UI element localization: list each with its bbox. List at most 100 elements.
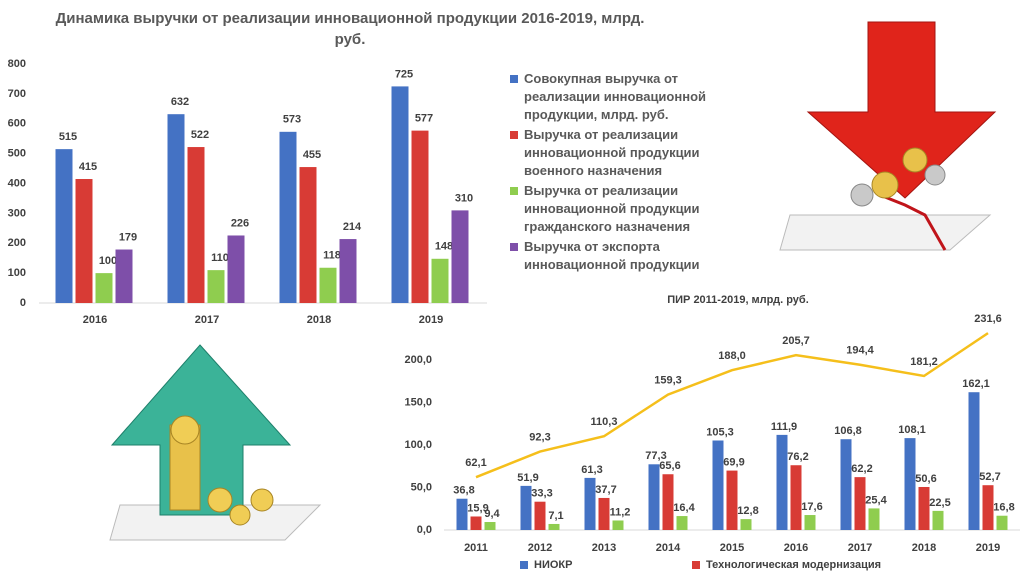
data-label: 33,3 — [531, 488, 552, 500]
bar — [548, 523, 560, 530]
data-label: 455 — [303, 149, 321, 161]
y-tick-label: 500 — [8, 148, 26, 160]
data-label: 214 — [343, 221, 362, 233]
legend-entry: Выручка от реализации инновационной прод… — [510, 182, 735, 236]
x-tick-label: 2012 — [528, 542, 552, 554]
legend-entry: Технологическая модернизация — [706, 559, 881, 571]
bar — [55, 149, 73, 303]
bar — [451, 210, 469, 303]
y-tick-label: 0 — [20, 297, 26, 309]
bar — [790, 465, 802, 530]
x-tick-label: 2016 — [784, 542, 808, 554]
up-arrow-illustration — [109, 344, 322, 541]
bar — [854, 477, 866, 530]
bar — [319, 267, 337, 303]
bar — [932, 510, 944, 530]
data-label: 11,2 — [610, 506, 631, 518]
y-tick-label: 100 — [8, 267, 26, 279]
legend-swatch — [510, 243, 518, 251]
data-label: 148 — [435, 241, 453, 253]
y-tick-label: 700 — [8, 88, 26, 100]
bar — [411, 130, 429, 303]
x-tick-label: 2017 — [848, 542, 872, 554]
data-label: 231,6 — [974, 313, 1002, 325]
data-label: 16,4 — [673, 502, 695, 514]
bar — [918, 486, 930, 530]
bar — [726, 470, 738, 530]
bar — [470, 516, 482, 530]
x-tick-label: 2018 — [912, 542, 936, 554]
data-label: 62,1 — [465, 457, 486, 469]
bar — [776, 434, 788, 530]
x-tick-label: 2019 — [976, 542, 1000, 554]
x-tick-label: 2014 — [656, 542, 681, 554]
data-label: 181,2 — [910, 356, 938, 368]
y-tick-label: 600 — [8, 118, 26, 130]
bar — [598, 497, 610, 530]
bar — [740, 519, 752, 530]
bar — [996, 515, 1008, 530]
data-label: 52,7 — [979, 471, 1000, 483]
data-label: 415 — [79, 161, 97, 173]
data-label: 50,6 — [915, 473, 936, 485]
chart-title: ПИР 2011-2019, млрд. руб. — [667, 294, 809, 306]
data-label: 77,3 — [645, 450, 666, 462]
data-label: 159,3 — [654, 375, 682, 387]
y-tick-label: 150,0 — [404, 396, 432, 408]
data-label: 22,5 — [929, 497, 950, 509]
legend-entry: Выручка от экспорта инновационной продук… — [510, 238, 735, 274]
bar — [712, 440, 724, 530]
bar — [279, 131, 297, 303]
bar — [904, 438, 916, 530]
data-label: 61,3 — [581, 464, 602, 476]
legend-swatch — [510, 131, 518, 139]
legend-entry: Совокупная выручка от реализации инновац… — [510, 70, 735, 124]
bar — [456, 498, 468, 530]
data-label: 577 — [415, 113, 433, 125]
data-label: 76,2 — [787, 451, 808, 463]
data-label: 310 — [455, 192, 473, 204]
data-label: 69,9 — [723, 456, 744, 468]
x-tick-label: 2018 — [307, 314, 331, 326]
bar — [431, 258, 449, 303]
bar — [534, 501, 546, 530]
data-label: 100 — [99, 255, 117, 267]
data-label: 725 — [395, 68, 413, 80]
data-label: 15,9 — [467, 502, 488, 514]
bar — [187, 147, 205, 303]
y-tick-label: 800 — [8, 58, 26, 70]
bar — [840, 439, 852, 530]
bar — [662, 474, 674, 530]
data-label: 51,9 — [517, 472, 538, 484]
data-label: 7,1 — [548, 510, 563, 522]
bar — [75, 179, 93, 303]
legend-swatch — [692, 561, 700, 569]
data-label: 106,8 — [834, 425, 862, 437]
bar — [227, 235, 245, 303]
bar — [612, 520, 624, 530]
bar — [648, 464, 660, 530]
bar — [115, 249, 133, 303]
data-label: 632 — [171, 96, 189, 108]
down-arrow-illustration — [779, 21, 997, 251]
bar — [391, 86, 409, 303]
bar — [167, 114, 185, 303]
y-tick-label: 100,0 — [404, 439, 432, 451]
bar — [868, 508, 880, 530]
y-tick-label: 200 — [8, 237, 26, 249]
data-label: 205,7 — [782, 335, 810, 347]
x-tick-label: 2016 — [83, 314, 107, 326]
legend-swatch — [520, 561, 528, 569]
data-label: 226 — [231, 217, 249, 229]
data-label: 17,6 — [801, 501, 822, 513]
data-label: 37,7 — [595, 484, 616, 496]
data-label: 16,8 — [993, 502, 1014, 514]
data-label: 92,3 — [529, 431, 550, 443]
data-label: 105,3 — [706, 426, 734, 438]
data-label: 110 — [211, 252, 229, 264]
bar — [299, 167, 317, 303]
bar — [982, 485, 994, 530]
y-tick-label: 400 — [8, 177, 26, 189]
bar — [339, 239, 357, 303]
bar — [95, 273, 113, 303]
